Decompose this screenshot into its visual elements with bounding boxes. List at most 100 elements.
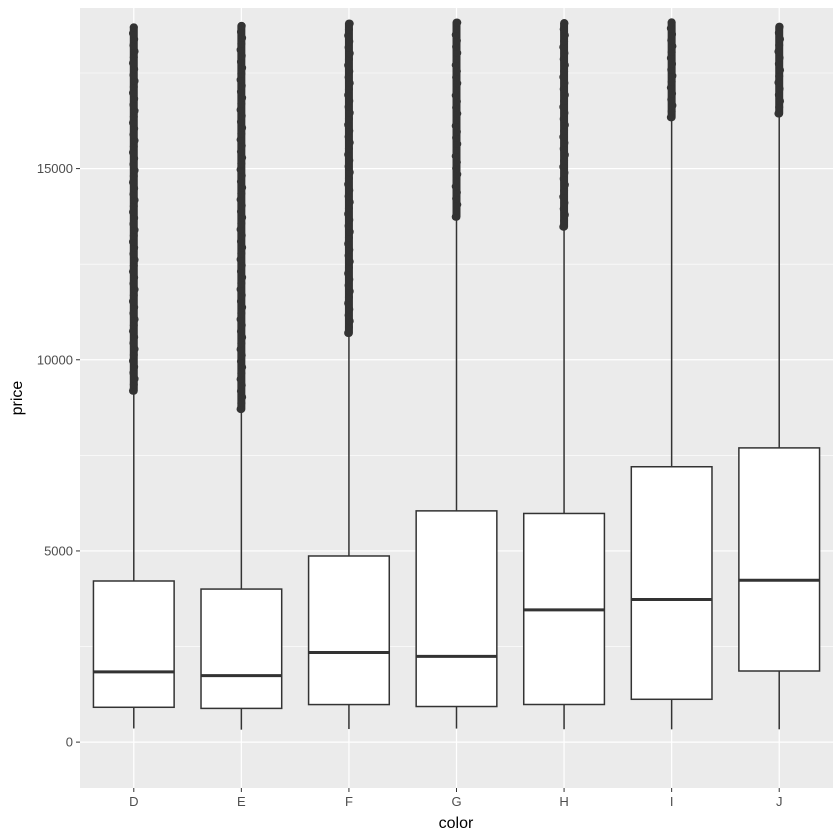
outlier-point — [236, 177, 245, 186]
outlier-point — [237, 21, 246, 30]
outlier-point — [666, 54, 675, 63]
outlier-point — [237, 189, 246, 198]
outlier-point — [774, 109, 783, 118]
outlier-point — [237, 351, 246, 360]
outlier-point — [236, 285, 245, 294]
outlier-point — [666, 83, 675, 92]
outlier-point — [237, 81, 246, 90]
outlier-point — [344, 251, 353, 260]
outlier-point — [237, 309, 246, 318]
outlier-point — [559, 222, 568, 231]
outlier-point — [130, 76, 139, 85]
outlier-point — [344, 233, 353, 242]
outlier-point — [128, 148, 137, 157]
box-group-E — [200, 21, 283, 730]
outlier-point — [560, 31, 569, 40]
outlier-point — [238, 273, 247, 282]
outlier-point — [238, 363, 247, 372]
outlier-point — [236, 27, 245, 36]
outlier-point — [452, 206, 461, 215]
outlier-point — [344, 174, 353, 183]
outlier-point — [237, 111, 246, 120]
outlier-point — [344, 269, 353, 278]
outlier-point — [453, 200, 462, 209]
outlier-point — [559, 114, 568, 123]
outlier-point — [129, 190, 138, 199]
outlier-point — [453, 79, 462, 88]
outlier-point — [453, 18, 462, 27]
outlier-point — [130, 65, 139, 74]
outlier-point — [345, 138, 354, 147]
outlier-point — [344, 162, 353, 171]
outlier-point — [559, 174, 568, 183]
outlier-point — [236, 135, 245, 144]
x-tick-label: E — [237, 794, 246, 809]
outlier-point — [130, 213, 139, 222]
outlier-point — [666, 113, 675, 122]
outlier-point — [237, 39, 246, 48]
outlier-point — [345, 245, 354, 254]
outlier-point — [237, 219, 246, 228]
outlier-point — [236, 117, 245, 126]
outlier-point — [344, 180, 353, 189]
outlier-point — [345, 126, 354, 135]
outlier-point — [559, 85, 568, 94]
outlier-group — [666, 18, 677, 122]
outlier-point — [345, 186, 354, 195]
outlier-point — [236, 405, 245, 414]
outlier-point — [236, 225, 245, 234]
outlier-point — [345, 67, 354, 76]
outlier-point — [237, 339, 246, 348]
outlier-point — [129, 368, 138, 377]
box — [307, 555, 391, 706]
outlier-point — [238, 183, 247, 192]
outlier-point — [238, 123, 247, 132]
outlier-point — [344, 144, 353, 153]
outlier-point — [129, 130, 138, 139]
y-axis-title: price — [9, 381, 26, 416]
outlier-point — [236, 327, 245, 336]
outlier-point — [236, 147, 245, 156]
outlier-point — [345, 257, 354, 266]
outlier-point — [129, 350, 138, 359]
outlier-point — [560, 186, 569, 195]
outlier-point — [344, 102, 353, 111]
outlier-point — [129, 249, 138, 258]
outlier-point — [128, 59, 137, 68]
outlier-point — [236, 255, 245, 264]
outlier-point — [775, 22, 784, 31]
outlier-point — [130, 94, 139, 103]
outlier-point — [560, 49, 569, 58]
outlier-point — [129, 279, 138, 288]
outlier-point — [344, 25, 353, 34]
outlier-point — [344, 311, 353, 320]
outlier-point — [560, 156, 569, 165]
outlier-point — [237, 201, 246, 210]
x-axis-title: color — [439, 815, 474, 832]
outlier-point — [451, 91, 460, 100]
outlier-point — [452, 194, 461, 203]
outlier-point — [560, 19, 569, 28]
outlier-point — [236, 387, 245, 396]
outlier-point — [237, 399, 246, 408]
outlier-point — [559, 25, 568, 34]
outlier-point — [236, 375, 245, 384]
outlier-point — [345, 96, 354, 105]
outlier-point — [129, 291, 138, 300]
outlier-point — [345, 79, 354, 88]
outlier-point — [130, 333, 139, 342]
outlier-point — [452, 127, 461, 136]
outlier-point — [129, 380, 138, 389]
outlier-point — [345, 156, 354, 165]
outlier-point — [237, 141, 246, 150]
outlier-point — [344, 73, 353, 82]
outlier-point — [774, 78, 783, 87]
box-group-G — [415, 18, 498, 729]
outlier-point — [237, 159, 246, 168]
x-tick-label: J — [776, 794, 783, 809]
outlier-point — [129, 100, 138, 109]
outlier-point — [453, 109, 462, 118]
outlier-point — [452, 85, 461, 94]
